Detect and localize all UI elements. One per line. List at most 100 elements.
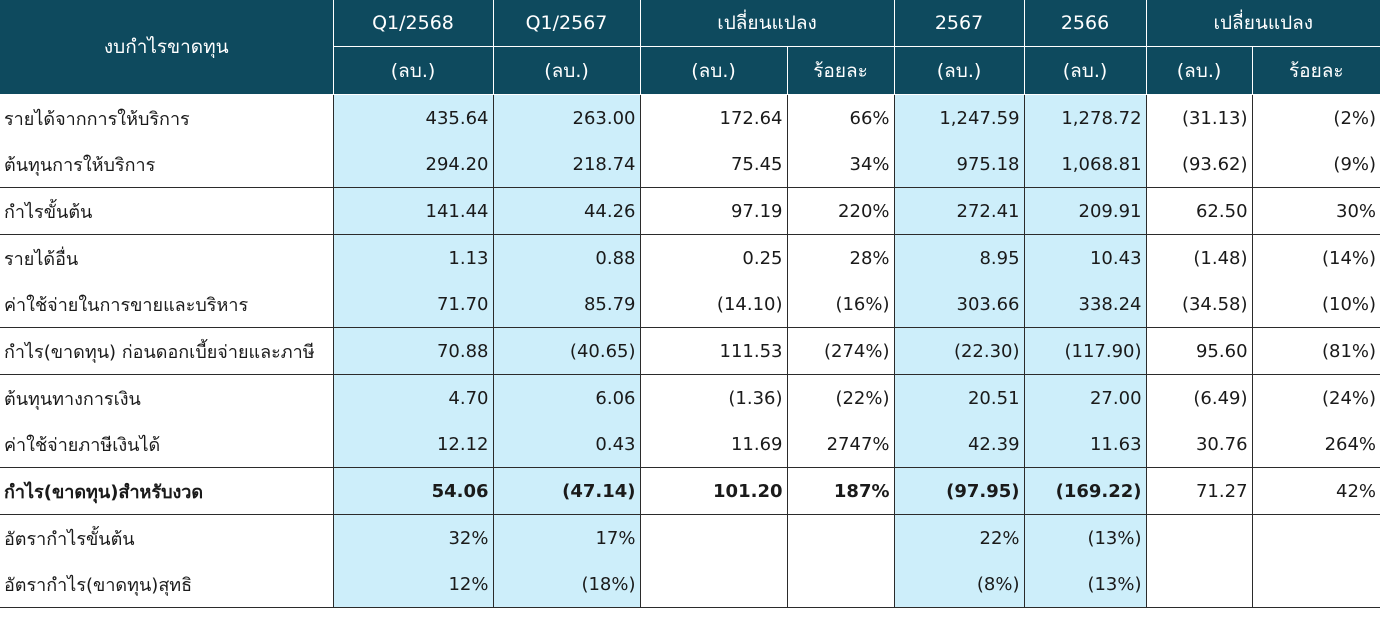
value-change-quarter-pct [786, 514, 895, 561]
value-change-quarter-pct: (22%) [786, 374, 895, 421]
value-q1-2568: 12% [332, 561, 493, 608]
value-2566: 1,278.72 [1023, 94, 1147, 141]
value-2566: 10.43 [1023, 234, 1147, 281]
unit-change-quarter-pct: ร้อยละ [786, 46, 895, 95]
unit-2567: (ลบ.) [893, 46, 1025, 95]
value-change-year: 30.76 [1145, 421, 1253, 468]
header-q1-2568: Q1/2568 [332, 0, 493, 47]
value-change-year-pct [1251, 514, 1381, 561]
table-row: กำไร(ขาดทุน)สำหรับงวด 54.06 (47.14) 101.… [0, 467, 1381, 515]
value-2566: (169.22) [1023, 467, 1147, 515]
value-change-year-pct: 264% [1251, 421, 1381, 468]
row-label: กำไร(ขาดทุน) ก่อนดอกเบี้ยจ่ายและภาษี [0, 327, 333, 375]
value-change-year: 71.27 [1145, 467, 1253, 515]
table-row: ค่าใช้จ่ายในการขายและบริหาร 71.70 85.79 … [0, 281, 1381, 328]
value-change-quarter: 111.53 [639, 327, 787, 375]
value-change-year [1145, 561, 1253, 608]
value-2567: (97.95) [893, 467, 1025, 515]
row-label: อัตรากำไรขั้นต้น [0, 514, 333, 561]
value-2567: 8.95 [893, 234, 1025, 281]
value-2566: 1,068.81 [1023, 141, 1147, 188]
value-q1-2567: 85.79 [492, 281, 640, 328]
value-2566: (117.90) [1023, 327, 1147, 375]
value-change-year-pct [1251, 561, 1381, 608]
value-2567: 272.41 [893, 187, 1025, 235]
value-q1-2567: 0.88 [492, 234, 640, 281]
value-change-quarter: 0.25 [639, 234, 787, 281]
value-q1-2568: 70.88 [332, 327, 493, 375]
value-q1-2567: 44.26 [492, 187, 640, 235]
value-change-year: (93.62) [1145, 141, 1253, 188]
value-2566: 338.24 [1023, 281, 1147, 328]
value-2566: 27.00 [1023, 374, 1147, 421]
value-q1-2568: 4.70 [332, 374, 493, 421]
value-change-year-pct: 30% [1251, 187, 1381, 235]
value-2567: (22.30) [893, 327, 1025, 375]
value-2567: 42.39 [893, 421, 1025, 468]
table-row: กำไรขั้นต้น 141.44 44.26 97.19 220% 272.… [0, 187, 1381, 235]
header-change-year: เปลี่ยนแปลง [1145, 0, 1381, 47]
value-change-quarter-pct: (274%) [786, 327, 895, 375]
unit-change-year-pct: ร้อยละ [1251, 46, 1381, 95]
value-q1-2568: 1.13 [332, 234, 493, 281]
row-label: กำไรขั้นต้น [0, 187, 333, 235]
table-row: อัตรากำไร(ขาดทุน)สุทธิ 12% (18%) (8%) (1… [0, 561, 1381, 608]
value-change-year-pct: (2%) [1251, 94, 1381, 141]
value-change-quarter-pct: 66% [786, 94, 895, 141]
header-statement-title: งบกำไรขาดทุน [0, 0, 333, 95]
value-q1-2567: (18%) [492, 561, 640, 608]
value-q1-2567: 263.00 [492, 94, 640, 141]
row-label: ค่าใช้จ่ายภาษีเงินได้ [4, 434, 161, 456]
header-change-quarter: เปลี่ยนแปลง [639, 0, 895, 47]
value-q1-2568: 294.20 [332, 141, 493, 188]
value-change-year-pct: (24%) [1251, 374, 1381, 421]
value-change-quarter-pct: 2747% [786, 421, 895, 468]
value-change-quarter: 172.64 [639, 94, 787, 141]
value-2567: 20.51 [893, 374, 1025, 421]
value-q1-2567: 6.06 [492, 374, 640, 421]
value-q1-2568: 32% [332, 514, 493, 561]
value-q1-2567: (47.14) [492, 467, 640, 515]
value-q1-2568: 54.06 [332, 467, 493, 515]
value-change-year-pct: 42% [1251, 467, 1381, 515]
table-row: ต้นทุนการให้บริการ 294.20 218.74 75.45 3… [0, 141, 1381, 188]
value-change-year-pct: (10%) [1251, 281, 1381, 328]
row-label: รายได้อื่น [0, 234, 333, 281]
value-q1-2567: 0.43 [492, 421, 640, 468]
header-2566: 2566 [1023, 0, 1147, 47]
value-2566: 209.91 [1023, 187, 1147, 235]
value-change-quarter: 101.20 [639, 467, 787, 515]
value-change-quarter: (1.36) [639, 374, 787, 421]
table-row: รายได้จากการให้บริการ 435.64 263.00 172.… [0, 94, 1381, 141]
value-change-year [1145, 514, 1253, 561]
value-q1-2568: 12.12 [332, 421, 493, 468]
value-change-quarter: 11.69 [639, 421, 787, 468]
row-label: อัตรากำไร(ขาดทุน)สุทธิ [0, 561, 333, 608]
value-q1-2568: 141.44 [332, 187, 493, 235]
unit-q1-2568: (ลบ.) [332, 46, 493, 95]
value-change-year-pct: (81%) [1251, 327, 1381, 375]
value-change-quarter-pct [786, 561, 895, 608]
value-change-quarter-pct: 28% [786, 234, 895, 281]
value-2566: (13%) [1023, 561, 1147, 608]
table-row: รายได้อื่น 1.13 0.88 0.25 28% 8.95 10.43… [0, 234, 1381, 281]
value-2566: 11.63 [1023, 421, 1147, 468]
value-change-year: (31.13) [1145, 94, 1253, 141]
value-change-quarter [639, 514, 787, 561]
value-change-quarter: 97.19 [639, 187, 787, 235]
table-row: ค่าใช้จ่ายภาษีเงินได้ 12.12 0.43 11.69 2… [0, 421, 1381, 468]
table-row: กำไร(ขาดทุน) ก่อนดอกเบี้ยจ่ายและภาษี 70.… [0, 327, 1381, 375]
value-q1-2567: 218.74 [492, 141, 640, 188]
value-change-quarter-pct: 220% [786, 187, 895, 235]
value-change-year: 95.60 [1145, 327, 1253, 375]
header-q1-2567: Q1/2567 [492, 0, 640, 47]
value-change-quarter: (14.10) [639, 281, 787, 328]
value-q1-2567: 17% [492, 514, 640, 561]
value-change-quarter-pct: 34% [786, 141, 895, 188]
value-change-year: (34.58) [1145, 281, 1253, 328]
value-change-year-pct: (9%) [1251, 141, 1381, 188]
value-2567: 975.18 [893, 141, 1025, 188]
row-label: รายได้จากการให้บริการ [4, 108, 190, 130]
value-change-year-pct: (14%) [1251, 234, 1381, 281]
